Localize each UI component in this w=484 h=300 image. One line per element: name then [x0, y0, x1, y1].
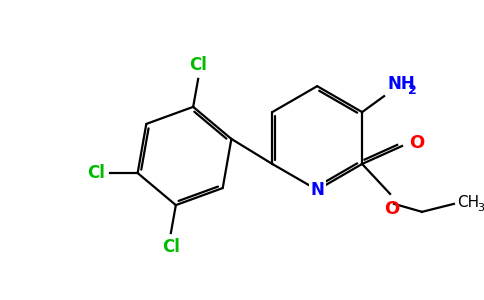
Text: NH: NH	[387, 75, 415, 93]
Text: CH: CH	[457, 195, 479, 210]
Text: Cl: Cl	[87, 164, 105, 182]
Text: Cl: Cl	[189, 56, 207, 74]
Text: O: O	[409, 134, 424, 152]
Text: 2: 2	[408, 84, 417, 97]
Text: N: N	[310, 181, 324, 199]
Text: O: O	[384, 200, 400, 218]
Text: Cl: Cl	[162, 238, 180, 256]
Text: 3: 3	[477, 203, 484, 213]
